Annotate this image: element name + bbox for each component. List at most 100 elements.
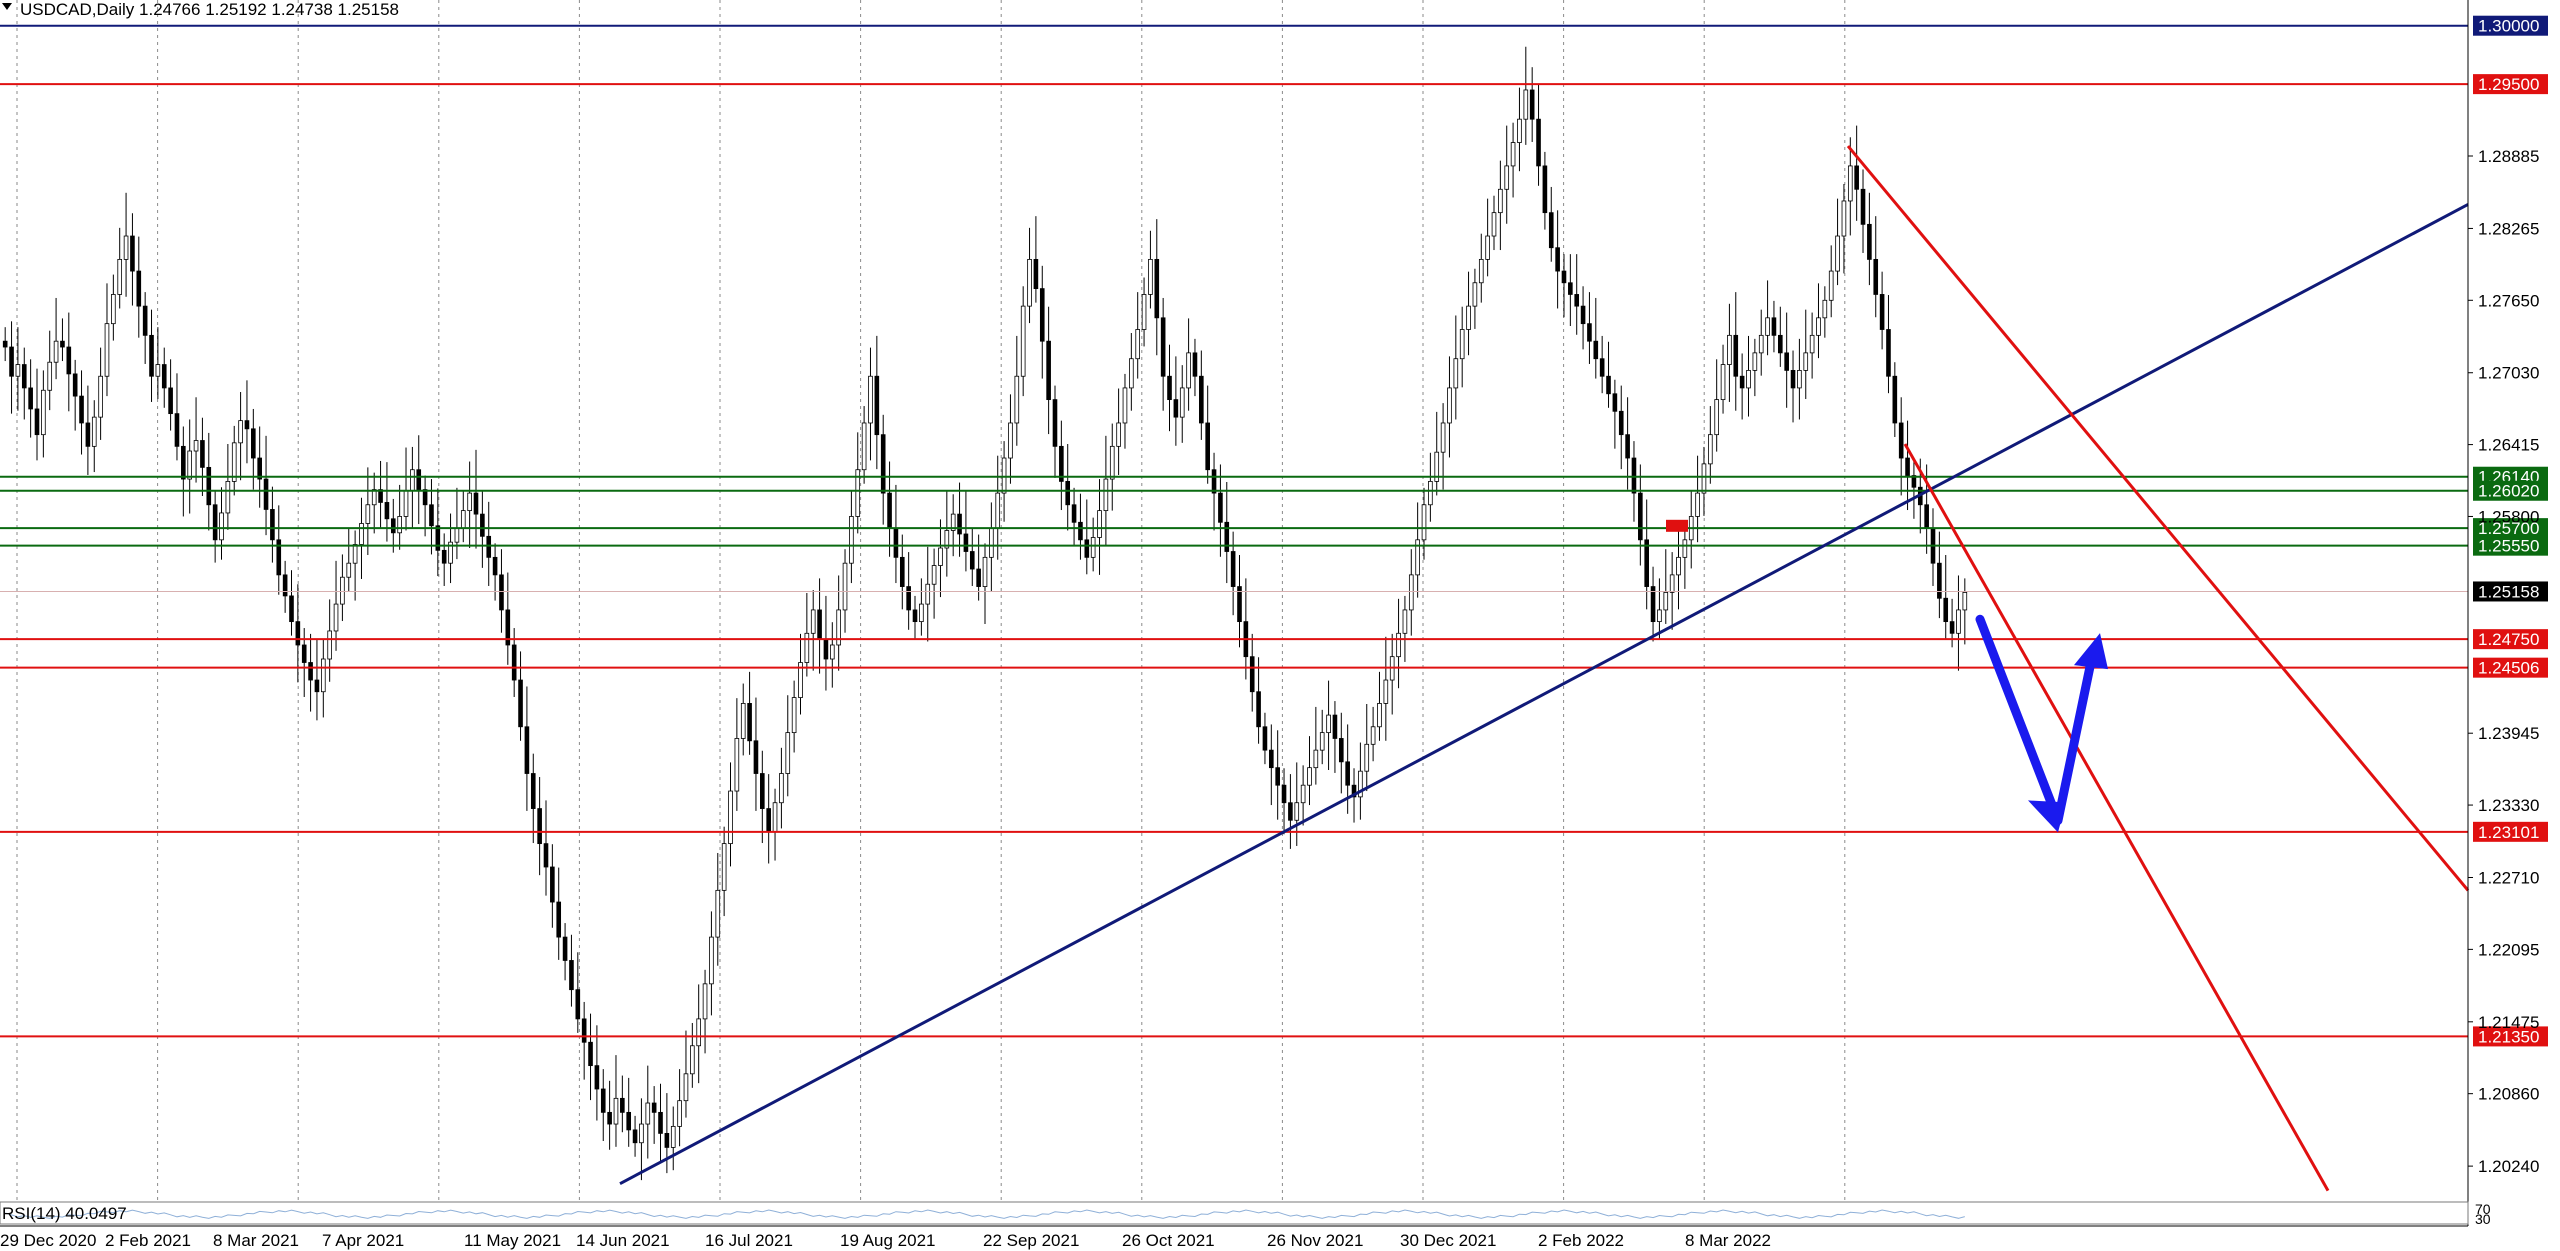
candle-body — [1447, 387, 1452, 424]
candle-body — [1415, 539, 1420, 576]
candle-body — [1008, 422, 1013, 459]
candle-body — [728, 790, 733, 845]
candle-body — [1148, 258, 1153, 295]
candle-body — [441, 549, 447, 564]
candle-body — [1739, 375, 1745, 389]
dropdown-triangle-icon[interactable] — [2, 3, 12, 10]
candle-body — [550, 866, 555, 903]
candle-body — [403, 490, 409, 517]
candle-body — [1109, 445, 1115, 480]
candle-body — [1065, 481, 1071, 506]
candle-body — [79, 395, 84, 424]
candle-body — [282, 574, 288, 597]
candle-body — [1765, 317, 1770, 336]
candle-body — [829, 644, 835, 660]
candle-body — [473, 492, 479, 515]
candle-body — [798, 662, 803, 698]
candle-body — [626, 1111, 632, 1131]
candle-body — [435, 525, 441, 551]
candle-body — [1205, 422, 1210, 471]
candle-body — [696, 1018, 701, 1047]
level-label: 1.21350 — [2478, 1027, 2539, 1046]
candle-body — [1256, 691, 1261, 728]
candle-body — [28, 387, 33, 410]
candle-body — [1288, 802, 1293, 821]
candle-body — [1886, 329, 1891, 377]
date-tick-label: 14 Jun 2021 — [576, 1231, 670, 1250]
candle-body — [34, 408, 40, 436]
date-tick-label: 8 Mar 2022 — [1685, 1231, 1771, 1250]
candle-body — [938, 547, 943, 566]
candle-body — [365, 504, 371, 524]
candle-body — [1377, 703, 1382, 728]
candle-body — [1059, 445, 1064, 482]
candle-body — [1167, 375, 1172, 401]
candle-body — [1644, 539, 1650, 587]
candle-body — [1154, 258, 1160, 319]
price-tick-label: 1.28885 — [2478, 147, 2539, 166]
candle-body — [1937, 562, 1942, 599]
candle-body — [1854, 165, 1859, 190]
projection-arrows[interactable] — [1975, 614, 2108, 833]
candle-body — [1052, 399, 1058, 447]
candle-body — [422, 489, 428, 506]
trendlines[interactable] — [619, 145, 2470, 1192]
candle-body — [193, 440, 199, 452]
price-axis: 1.28885 1.28265 1.27650 1.27030 1.26415 1.258… — [0, 0, 2539, 1227]
level-label: 1.24750 — [2478, 630, 2539, 649]
candle-body — [308, 662, 313, 681]
candle-body — [1555, 247, 1560, 272]
level-label: 1.25158 — [2478, 582, 2539, 601]
candle-body — [1466, 305, 1471, 330]
candle-body — [486, 535, 492, 558]
candle-body — [492, 556, 498, 576]
candle-body — [467, 492, 472, 512]
candle-body — [1777, 334, 1783, 354]
candle-body — [340, 576, 345, 605]
price-tick-label: 1.22095 — [2478, 940, 2539, 959]
date-tick-label: 16 Jul 2021 — [705, 1231, 793, 1250]
price-tick-label: 1.27030 — [2478, 364, 2539, 383]
candle-body — [206, 466, 212, 506]
candle-body — [1542, 165, 1548, 214]
candle-body — [702, 983, 708, 1020]
candle-body — [1294, 802, 1300, 821]
horizontal-levels[interactable]: 1.300001.295001.261401.260201.257001.255… — [0, 15, 2548, 1047]
date-tick-label: 26 Oct 2021 — [1122, 1231, 1215, 1250]
level-label-box — [2473, 518, 2548, 539]
candle-body — [931, 565, 937, 585]
trendline — [1903, 443, 2330, 1192]
candle-body — [912, 609, 918, 623]
candle-body — [47, 361, 53, 391]
price-tick-label: 1.23945 — [2478, 724, 2539, 743]
candle-body — [721, 843, 727, 891]
candle-body — [1453, 358, 1459, 389]
candle-body — [1345, 761, 1350, 786]
price-tick-label: 1.20860 — [2478, 1085, 2539, 1104]
candle-body — [15, 364, 21, 377]
candle-body — [1078, 521, 1083, 541]
candle-body — [1924, 504, 1929, 529]
candle-body — [1179, 387, 1185, 418]
candle-body — [72, 373, 78, 397]
candle-body — [448, 541, 453, 564]
candle-body — [887, 492, 892, 529]
candle-body — [1071, 504, 1077, 523]
level-label: 1.26020 — [2478, 482, 2539, 501]
candle-body — [161, 364, 167, 389]
candle-body — [1478, 258, 1484, 284]
candle-body — [785, 732, 791, 774]
candle-body — [1841, 200, 1847, 237]
date-tick-label: 7 Apr 2021 — [322, 1231, 404, 1250]
candle-body — [1504, 165, 1510, 190]
candle-body — [123, 235, 129, 260]
candle-body — [1860, 188, 1866, 225]
candle-body — [982, 556, 988, 587]
candle-body — [251, 428, 256, 459]
candle-body — [893, 527, 899, 558]
candle-body — [1173, 399, 1179, 418]
candle-body — [1300, 784, 1306, 804]
candle-body — [1523, 89, 1529, 120]
candle-body — [556, 901, 562, 938]
